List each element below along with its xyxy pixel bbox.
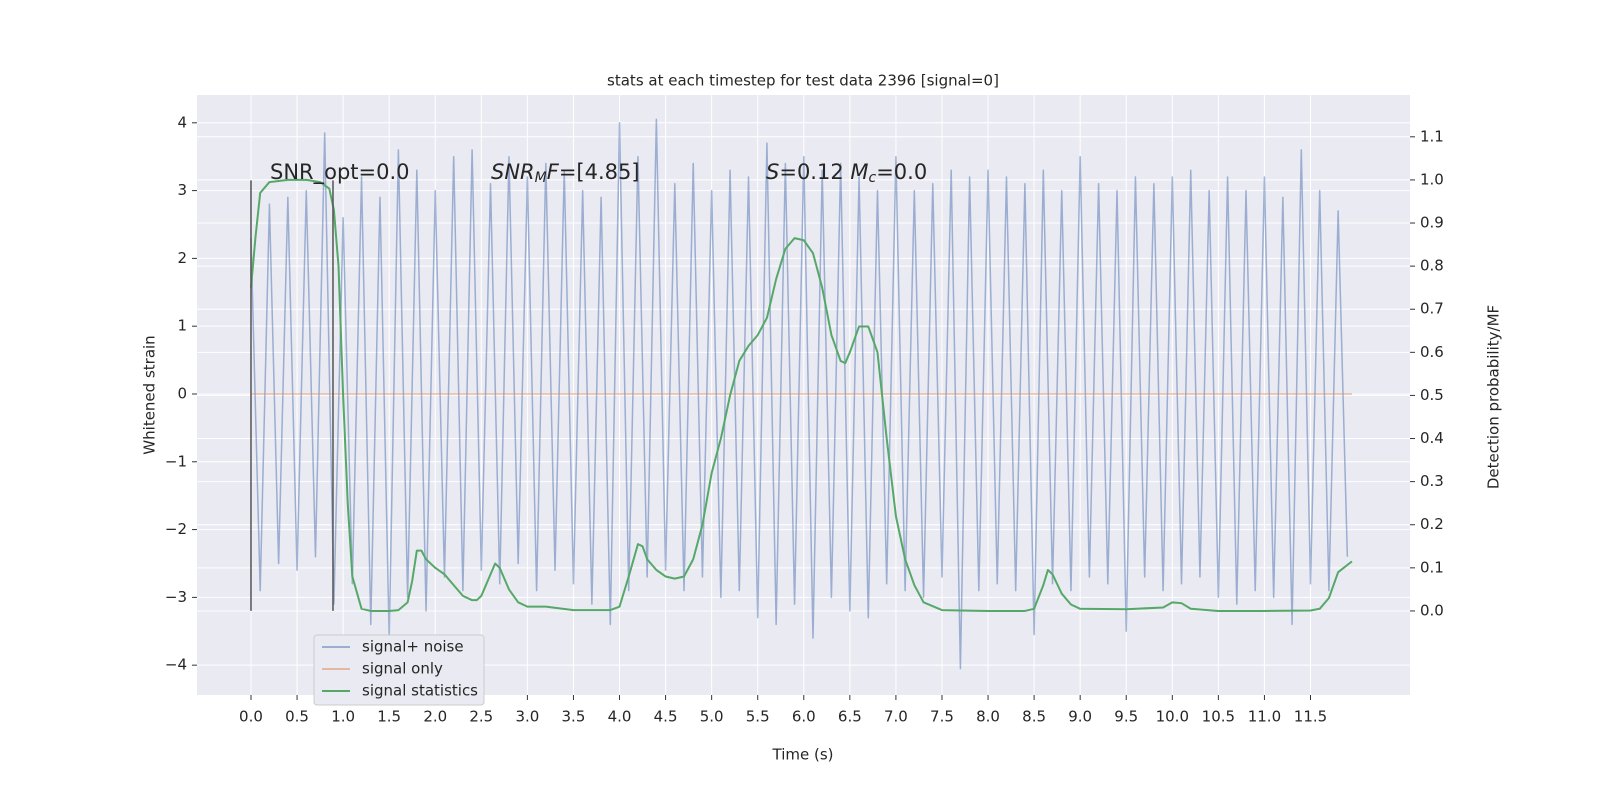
- annotation-part: =[4.85]: [559, 160, 640, 184]
- x-tick-label: 3.0: [515, 708, 539, 726]
- x-tick-label: 4.0: [608, 708, 632, 726]
- annotation: S=0.12 Mc=0.0: [766, 160, 927, 186]
- annotation-part: SNR_opt=0.0: [270, 160, 410, 185]
- x-tick-label: 11.5: [1294, 708, 1327, 726]
- y-tick-label: −3: [165, 588, 187, 606]
- x-tick-label: 9.5: [1114, 708, 1138, 726]
- series-line: [250, 118, 1349, 670]
- y2-tick-label: 0.5: [1420, 386, 1444, 404]
- x-tick-label: 8.0: [976, 708, 1000, 726]
- y-tick-label: 2: [177, 249, 187, 267]
- x-tick-label: 8.5: [1022, 708, 1046, 726]
- annotation-part: F: [547, 160, 560, 184]
- x-tick-label: 6.0: [792, 708, 816, 726]
- y-tick-label: −2: [165, 520, 187, 538]
- chart-title: stats at each timestep for test data 239…: [607, 72, 999, 90]
- legend-label: signal statistics: [362, 682, 478, 700]
- annotation-part: =0.12: [779, 160, 850, 184]
- x-tick-label: 0.0: [239, 708, 263, 726]
- y2-tick-label: 0.0: [1420, 601, 1444, 619]
- y-tick-label: 1: [177, 317, 187, 335]
- y-tick-label: 4: [177, 113, 187, 131]
- y-tick-label: −4: [165, 656, 187, 674]
- annotation-part: c: [869, 170, 877, 186]
- y-tick-label: −1: [165, 452, 187, 470]
- x-tick-label: 11.0: [1248, 708, 1281, 726]
- y2-tick-label: 0.1: [1420, 558, 1444, 576]
- x-tick-label: 0.5: [285, 708, 309, 726]
- y2-tick-label: 0.6: [1420, 343, 1444, 361]
- x-tick-label: 1.5: [377, 708, 401, 726]
- x-tick-label: 4.5: [654, 708, 678, 726]
- y2-tick-label: 1.1: [1420, 127, 1444, 145]
- y2-tick-label: 0.4: [1420, 429, 1444, 447]
- annotation-part: S: [766, 160, 779, 184]
- y2-tick-label: 0.9: [1420, 214, 1444, 232]
- legend-label: signal+ noise: [362, 638, 464, 656]
- y-tick-label: 0: [177, 384, 187, 402]
- x-tick-label: 2.0: [423, 708, 447, 726]
- y2-tick-label: 0.2: [1420, 515, 1444, 533]
- x-tick-label: 2.5: [469, 708, 493, 726]
- x-tick-label: 7.0: [884, 708, 908, 726]
- legend-label: signal only: [362, 660, 443, 678]
- x-tick-label: 10.5: [1202, 708, 1235, 726]
- x-tick-label: 3.5: [562, 708, 586, 726]
- y2-tick-label: 0.3: [1420, 472, 1444, 490]
- series-line: [249, 178, 1353, 612]
- legend-box: [313, 634, 485, 706]
- x-tick-label: 1.0: [331, 708, 355, 726]
- annotation: SNRMF=[4.85]: [491, 160, 640, 186]
- x-tick-label: 5.5: [746, 708, 770, 726]
- x-tick-label: 10.0: [1156, 708, 1189, 726]
- y2-axis-label: Detection probability/MF: [1485, 305, 1503, 489]
- y2-tick-label: 0.8: [1420, 257, 1444, 275]
- annotation: SNR_opt=0.0: [270, 160, 410, 185]
- x-tick-label: 7.5: [930, 708, 954, 726]
- x-tick-label: 5.0: [700, 708, 724, 726]
- x-tick-label: 9.0: [1068, 708, 1092, 726]
- y-tick-label: 3: [177, 181, 187, 199]
- annotation-part: SNR: [491, 160, 535, 184]
- annotation-part: =0.0: [876, 160, 927, 184]
- y2-tick-label: 1.0: [1420, 170, 1444, 188]
- x-axis-label: Time (s): [772, 746, 834, 764]
- annotation-part: M: [535, 170, 547, 186]
- y2-tick-label: 0.7: [1420, 300, 1444, 318]
- x-tick-label: 6.5: [838, 708, 862, 726]
- y-axis-label: Whitened strain: [141, 335, 159, 454]
- annotation-part: M: [850, 160, 868, 184]
